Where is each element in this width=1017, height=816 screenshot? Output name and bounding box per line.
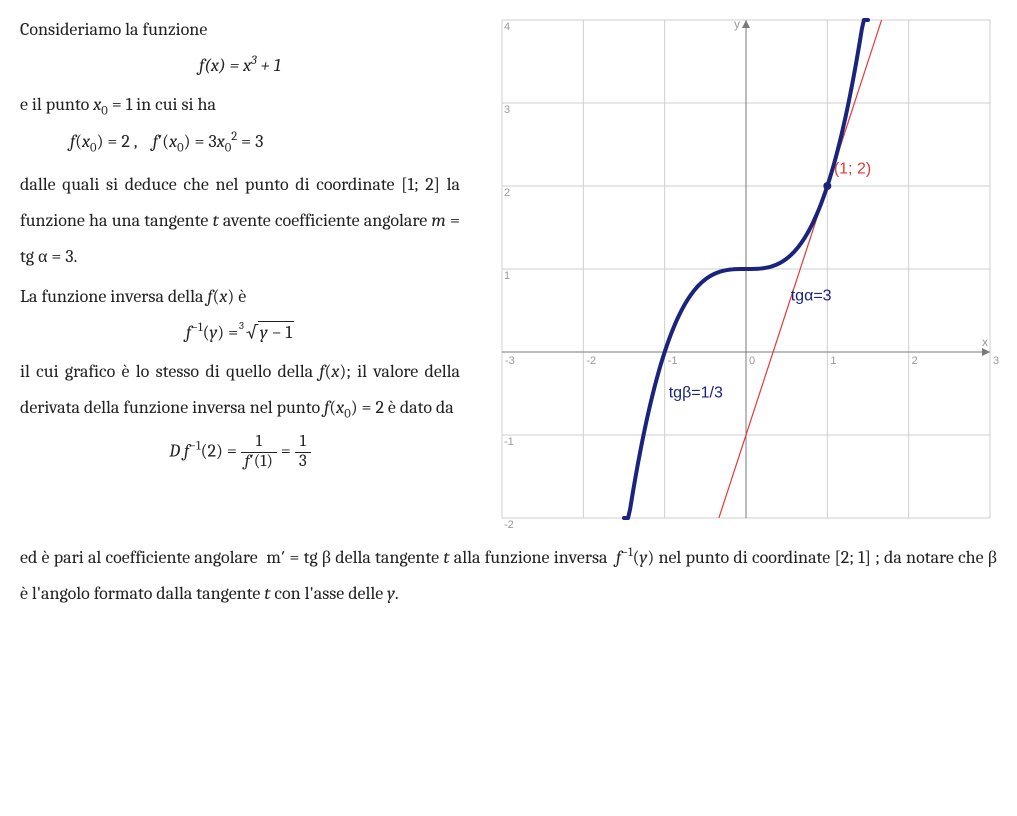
deduce-text: dalle quali si deduce che nel punto di c… (20, 167, 460, 275)
frac1-num: 1 (241, 433, 277, 453)
svg-text:4: 4 (504, 21, 510, 33)
frac-eq: = (281, 441, 295, 462)
text-column: Consideriamo la funzione f(x) = x3 + 1 e… (20, 12, 460, 482)
frac2-num: 1 (295, 433, 311, 453)
svg-text:-1: -1 (668, 355, 678, 367)
eq-f: f(x) = x3 + 1 (20, 54, 460, 77)
point-line: e il punto x0 = 1 in cui si ha (20, 87, 460, 125)
svg-text:y: y (734, 17, 740, 31)
svg-text:2: 2 (504, 187, 510, 199)
svg-text:0: 0 (749, 355, 755, 367)
svg-text:1: 1 (504, 270, 510, 282)
svg-text:1: 1 (830, 355, 836, 367)
svg-text:2: 2 (912, 355, 918, 367)
svg-text:3: 3 (504, 104, 510, 116)
svg-text:tgα=3: tgα=3 (791, 288, 832, 305)
svg-text:-2: -2 (586, 355, 596, 367)
svg-text:x: x (982, 335, 988, 349)
svg-text:3: 3 (993, 355, 999, 367)
same-graph-text: il cui grafico è lo stesso di quello del… (20, 354, 460, 428)
svg-text:tgβ=1/3: tgβ=1/3 (669, 385, 723, 402)
eq-f-inverse: f−1(y) = 3√y − 1 (20, 321, 460, 344)
function-graph: -3 -2 -1 0 1 2 3 -2 -1 1 2 3 4 x y (1; 2) tgα=3 tgβ=1/3 (484, 12, 1004, 532)
intro-text: Consideriamo la funzione (20, 12, 460, 48)
svg-text:-2: -2 (504, 519, 514, 531)
inverse-intro: La funzione inversa della f(x) è (20, 279, 460, 315)
frac2-den: 3 (295, 453, 311, 472)
eq-derivative: D f−1(2) = 1f′(1) = 13 (20, 433, 460, 472)
bottom-text: ed è pari al coefficiente angolare m′ = … (20, 540, 997, 612)
eq-fx0: f(x0) = 2 , f′(x0) = 3x02 = 3 (70, 130, 460, 157)
svg-text:-1: -1 (504, 436, 514, 448)
svg-text:-3: -3 (505, 355, 515, 367)
svg-text:(1; 2): (1; 2) (834, 161, 871, 178)
